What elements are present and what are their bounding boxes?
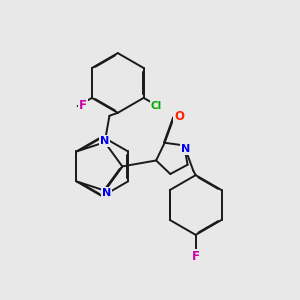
Text: O: O bbox=[174, 110, 184, 123]
Text: N: N bbox=[102, 188, 111, 198]
Text: F: F bbox=[79, 99, 87, 112]
Text: F: F bbox=[192, 250, 200, 263]
Text: Cl: Cl bbox=[150, 101, 162, 111]
Text: N: N bbox=[181, 144, 190, 154]
Text: N: N bbox=[100, 136, 110, 146]
